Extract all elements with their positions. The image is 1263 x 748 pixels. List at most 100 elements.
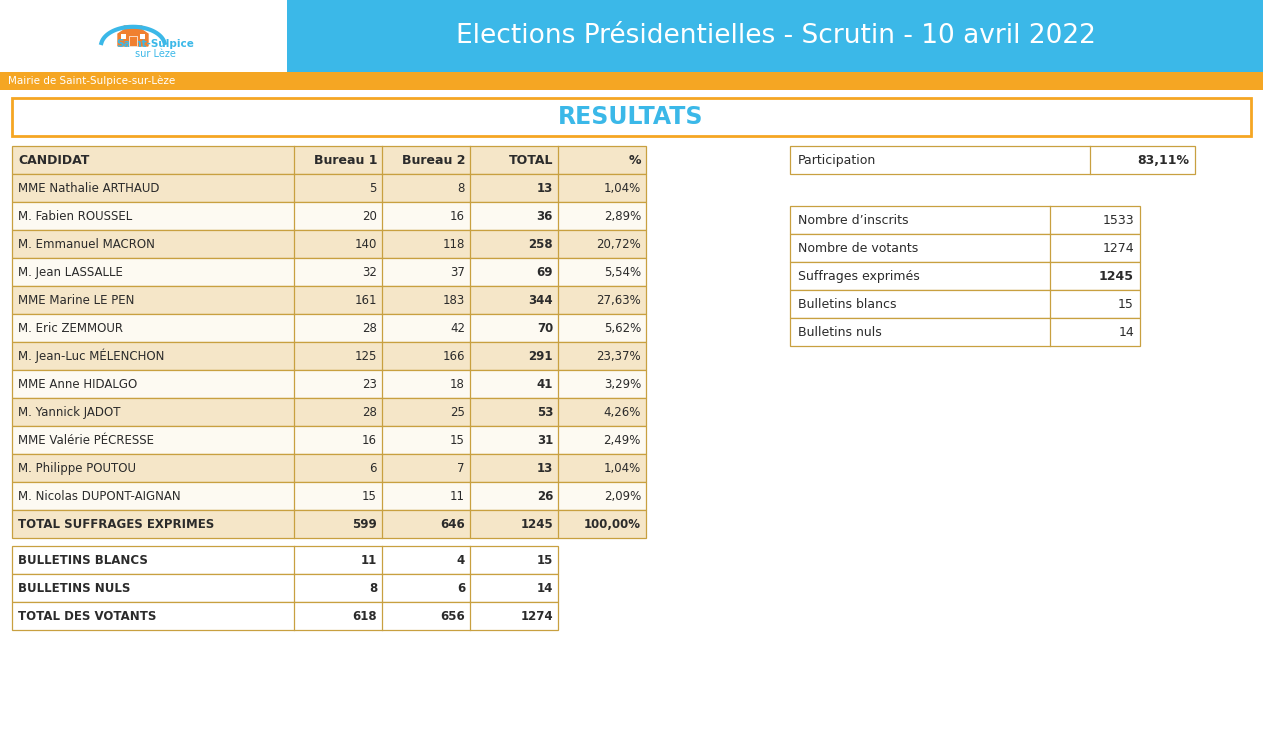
Text: 8: 8 bbox=[457, 182, 465, 194]
Text: Participation: Participation bbox=[798, 153, 877, 167]
Text: 70: 70 bbox=[537, 322, 553, 334]
Text: 1,04%: 1,04% bbox=[604, 182, 642, 194]
Text: 15: 15 bbox=[1118, 298, 1134, 310]
Text: 31: 31 bbox=[537, 434, 553, 447]
Text: Bulletins blancs: Bulletins blancs bbox=[798, 298, 897, 310]
Bar bbox=[13, 230, 645, 258]
Text: 118: 118 bbox=[442, 238, 465, 251]
Text: 1274: 1274 bbox=[1103, 242, 1134, 254]
Text: 16: 16 bbox=[450, 209, 465, 222]
Text: 28: 28 bbox=[362, 322, 376, 334]
Text: 258: 258 bbox=[528, 238, 553, 251]
Text: 2,09%: 2,09% bbox=[604, 489, 642, 503]
Bar bbox=[789, 318, 1140, 346]
Text: 3,29%: 3,29% bbox=[604, 378, 642, 390]
Text: M. Jean LASSALLE: M. Jean LASSALLE bbox=[18, 266, 123, 278]
Text: M. Fabien ROUSSEL: M. Fabien ROUSSEL bbox=[18, 209, 133, 222]
Text: 16: 16 bbox=[362, 434, 376, 447]
Text: Mairie de Saint-Sulpice-sur-Lèze: Mairie de Saint-Sulpice-sur-Lèze bbox=[8, 76, 176, 86]
Text: M. Yannick JADOT: M. Yannick JADOT bbox=[18, 405, 120, 418]
Text: 2,89%: 2,89% bbox=[604, 209, 642, 222]
Text: sur Lèze: sur Lèze bbox=[135, 49, 176, 59]
Text: M. Nicolas DUPONT-AIGNAN: M. Nicolas DUPONT-AIGNAN bbox=[18, 489, 181, 503]
Text: 32: 32 bbox=[362, 266, 376, 278]
Bar bbox=[0, 0, 290, 72]
Text: 28: 28 bbox=[362, 405, 376, 418]
Text: 291: 291 bbox=[528, 349, 553, 363]
Bar bbox=[789, 234, 1140, 262]
Text: 4: 4 bbox=[457, 554, 465, 566]
Bar bbox=[13, 370, 645, 398]
Text: 6: 6 bbox=[370, 462, 376, 474]
Text: 15: 15 bbox=[537, 554, 553, 566]
Text: 26: 26 bbox=[537, 489, 553, 503]
Text: BULLETINS BLANCS: BULLETINS BLANCS bbox=[18, 554, 148, 566]
Text: 599: 599 bbox=[352, 518, 376, 530]
Bar bbox=[13, 146, 645, 174]
Text: 100,00%: 100,00% bbox=[584, 518, 642, 530]
Text: RESULTATS: RESULTATS bbox=[558, 105, 703, 129]
Bar bbox=[13, 574, 558, 602]
Text: MME Nathalie ARTHAUD: MME Nathalie ARTHAUD bbox=[18, 182, 159, 194]
Bar bbox=[13, 202, 645, 230]
Text: 8: 8 bbox=[369, 581, 376, 595]
Text: TOTAL: TOTAL bbox=[509, 153, 553, 167]
Bar bbox=[13, 546, 558, 574]
Text: 15: 15 bbox=[362, 489, 376, 503]
Bar bbox=[13, 510, 645, 538]
Text: Bureau 2: Bureau 2 bbox=[402, 153, 465, 167]
Bar bbox=[13, 398, 645, 426]
Bar bbox=[287, 0, 290, 72]
Text: 14: 14 bbox=[1118, 325, 1134, 339]
Bar bbox=[789, 146, 1195, 174]
Text: 125: 125 bbox=[355, 349, 376, 363]
Text: 13: 13 bbox=[537, 182, 553, 194]
Text: BULLETINS NULS: BULLETINS NULS bbox=[18, 581, 130, 595]
Text: 23,37%: 23,37% bbox=[596, 349, 642, 363]
Text: CANDIDAT: CANDIDAT bbox=[18, 153, 90, 167]
Text: Suffrages exprimés: Suffrages exprimés bbox=[798, 269, 919, 283]
Text: 25: 25 bbox=[450, 405, 465, 418]
Text: 53: 53 bbox=[537, 405, 553, 418]
Text: 14: 14 bbox=[537, 581, 553, 595]
Text: Bulletins nuls: Bulletins nuls bbox=[798, 325, 882, 339]
Text: 42: 42 bbox=[450, 322, 465, 334]
Text: M. Eric ZEMMOUR: M. Eric ZEMMOUR bbox=[18, 322, 123, 334]
Text: Elections Présidentielles - Scrutin - 10 avril 2022: Elections Présidentielles - Scrutin - 10… bbox=[456, 23, 1096, 49]
Text: 13: 13 bbox=[537, 462, 553, 474]
Text: Nombre de votants: Nombre de votants bbox=[798, 242, 918, 254]
Text: 2,49%: 2,49% bbox=[604, 434, 642, 447]
Bar bbox=[13, 174, 645, 202]
Text: TOTAL DES VOTANTS: TOTAL DES VOTANTS bbox=[18, 610, 157, 622]
Bar bbox=[13, 314, 645, 342]
Text: 23: 23 bbox=[362, 378, 376, 390]
Text: 20,72%: 20,72% bbox=[596, 238, 642, 251]
Text: 83,11%: 83,11% bbox=[1137, 153, 1188, 167]
Text: 15: 15 bbox=[450, 434, 465, 447]
Text: 41: 41 bbox=[537, 378, 553, 390]
Bar bbox=[13, 286, 645, 314]
Bar bbox=[13, 426, 645, 454]
Bar bbox=[789, 206, 1140, 234]
Text: 1245: 1245 bbox=[1099, 269, 1134, 283]
Text: Bureau 1: Bureau 1 bbox=[313, 153, 376, 167]
Text: 18: 18 bbox=[450, 378, 465, 390]
Text: MME Valérie PÉCRESSE: MME Valérie PÉCRESSE bbox=[18, 434, 154, 447]
Text: M. Jean-Luc MÉLENCHON: M. Jean-Luc MÉLENCHON bbox=[18, 349, 164, 364]
Bar bbox=[0, 72, 1263, 90]
Bar bbox=[140, 34, 145, 39]
Text: 1274: 1274 bbox=[520, 610, 553, 622]
Bar bbox=[290, 0, 1263, 72]
Text: M. Emmanuel MACRON: M. Emmanuel MACRON bbox=[18, 238, 155, 251]
Text: 11: 11 bbox=[361, 554, 376, 566]
Bar bbox=[121, 34, 126, 39]
Text: 37: 37 bbox=[450, 266, 465, 278]
Text: 5: 5 bbox=[370, 182, 376, 194]
Bar bbox=[13, 258, 645, 286]
Text: 344: 344 bbox=[528, 293, 553, 307]
Text: 36: 36 bbox=[537, 209, 553, 222]
Text: 166: 166 bbox=[442, 349, 465, 363]
Text: 618: 618 bbox=[352, 610, 376, 622]
Text: 6: 6 bbox=[457, 581, 465, 595]
Bar bbox=[789, 262, 1140, 290]
